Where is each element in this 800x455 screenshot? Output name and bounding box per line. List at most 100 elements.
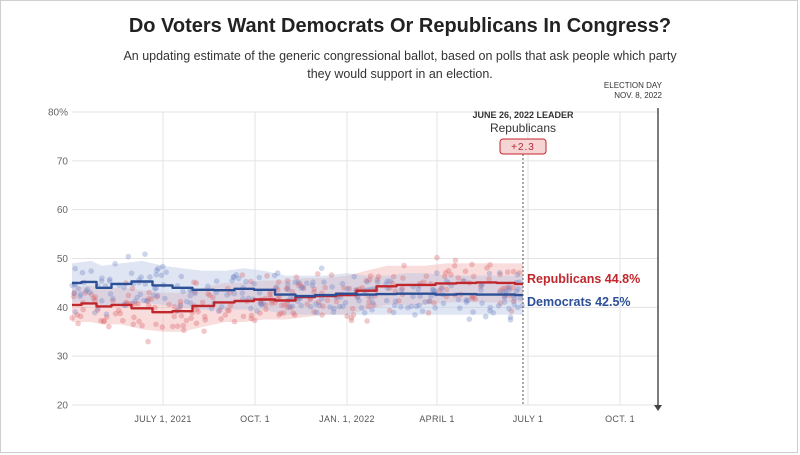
democrats-poll-dot <box>162 295 168 302</box>
democrats-poll-dot <box>511 301 517 308</box>
democrats-poll-dot <box>132 298 138 305</box>
republicans-poll-dot <box>284 277 291 284</box>
republicans-poll-dot <box>101 317 107 324</box>
republicans-poll-dot <box>510 268 517 275</box>
republicans-poll-dot <box>193 280 200 286</box>
democrats-poll-dot <box>434 270 440 276</box>
democrats-poll-dot <box>369 307 375 313</box>
republicans-poll-dot <box>484 265 490 271</box>
democrats-poll-dot <box>514 271 521 278</box>
democrats-poll-dot <box>432 305 439 311</box>
democrats-poll-dot <box>187 300 194 306</box>
democrats-poll-dot <box>254 308 260 314</box>
democrats-poll-dot <box>78 291 84 297</box>
democrats-poll-dot <box>177 303 183 310</box>
republicans-poll-dot <box>425 310 432 316</box>
democrats-poll-dot <box>183 298 190 305</box>
democrats-poll-dot <box>300 284 306 291</box>
republicans-poll-dot <box>206 292 213 299</box>
democrats-poll-dot <box>83 288 89 294</box>
leader-margin-value: +2.3 <box>511 142 535 153</box>
republicans-poll-dot <box>455 275 462 281</box>
democrats-poll-dot <box>387 278 393 284</box>
democrats-poll-dot <box>455 296 462 303</box>
democrats-poll-dot <box>86 289 93 296</box>
republicans-poll-dot <box>470 273 477 280</box>
republicans-poll-dot <box>375 273 382 280</box>
democrats-poll-dot <box>298 285 305 291</box>
democrats-poll-dot <box>110 295 116 302</box>
election-day-arrow-icon <box>654 405 662 411</box>
democrats-poll-dot <box>99 275 105 281</box>
republicans-poll-dot <box>341 285 347 291</box>
republicans-poll-dot <box>283 286 290 292</box>
republicans-poll-dot <box>217 307 223 314</box>
republicans-poll-dot <box>363 277 370 284</box>
republicans-poll-dot <box>276 312 282 318</box>
democrats-poll-dot <box>84 286 91 293</box>
republicans-poll-dot <box>224 307 231 313</box>
republicans-poll-dot <box>293 274 300 281</box>
democrats-poll-dot <box>330 309 337 315</box>
republicans-poll-dot <box>487 262 493 268</box>
republicans-poll-dot <box>497 300 504 307</box>
republicans-poll-dot <box>472 296 479 302</box>
democrats-poll-dot <box>257 300 264 307</box>
democrats-poll-dot <box>295 279 302 286</box>
republicans-poll-dot <box>193 320 200 327</box>
democrats-poll-dot <box>248 305 254 312</box>
democrats-poll-dot <box>180 288 186 295</box>
democrats-poll-dot <box>515 286 521 292</box>
republicans-poll-dot <box>486 276 492 282</box>
republicans-poll-dot <box>284 300 290 307</box>
republicans-poll-dot <box>359 285 366 291</box>
republicans-poll-dot <box>125 292 132 299</box>
democrats-poll-dot <box>103 311 110 318</box>
democrats-poll-dot <box>470 309 476 315</box>
republicans-poll-dot <box>364 318 370 324</box>
democrats-poll-dot <box>231 274 237 280</box>
democrats-poll-dot <box>340 303 346 310</box>
republicans-poll-dot <box>505 285 512 291</box>
republicans-poll-dot <box>139 322 145 329</box>
trend-lines <box>72 280 523 314</box>
democrats-poll-dot <box>134 294 140 301</box>
republicans-poll-dot <box>205 290 211 297</box>
democrats-poll-dot <box>163 269 169 276</box>
republicans-poll-dot <box>180 322 187 329</box>
democrats-poll-dot <box>107 291 114 297</box>
republicans-poll-dot <box>389 280 396 286</box>
republicans-poll-dot <box>442 269 449 276</box>
republicans-poll-dot <box>421 279 427 285</box>
democrats-poll-dot <box>457 305 463 311</box>
republicans-poll-dot <box>98 317 104 324</box>
democrats-poll-dot <box>215 308 222 314</box>
democrats-poll-dot <box>107 276 113 283</box>
republicans-poll-dot <box>195 308 201 315</box>
democrats-poll-dot <box>208 305 215 312</box>
democrats-poll-dot <box>286 303 293 310</box>
democrats-poll-dot <box>142 251 148 257</box>
democrats-poll-dot <box>309 282 316 289</box>
democrats-poll-dot <box>342 299 349 306</box>
republicans-poll-dot <box>431 300 437 306</box>
republicans-poll-dot <box>70 293 77 300</box>
democrats-poll-dot <box>412 312 418 318</box>
democrats-poll-dot <box>487 304 494 311</box>
democrats-poll-dot <box>256 274 263 281</box>
democrats-poll-dot <box>128 270 135 277</box>
democrats-poll-dot <box>429 286 436 293</box>
republicans-poll-dot <box>226 307 232 314</box>
republicans-poll-dot <box>349 305 356 312</box>
democrats-poll-dot <box>92 309 98 316</box>
republicans-poll-dot <box>191 279 197 286</box>
republicans-poll-dot <box>371 302 377 308</box>
republicans-poll-dot <box>441 273 448 280</box>
democrats-poll-dot <box>331 305 337 312</box>
republicans-poll-dot <box>477 283 484 290</box>
democrats-poll-dot <box>344 286 351 292</box>
republicans-poll-dot <box>396 298 402 304</box>
republicans-poll-dot <box>434 254 440 261</box>
democrats-poll-dot <box>258 302 265 308</box>
republicans-poll-dot <box>295 282 302 289</box>
